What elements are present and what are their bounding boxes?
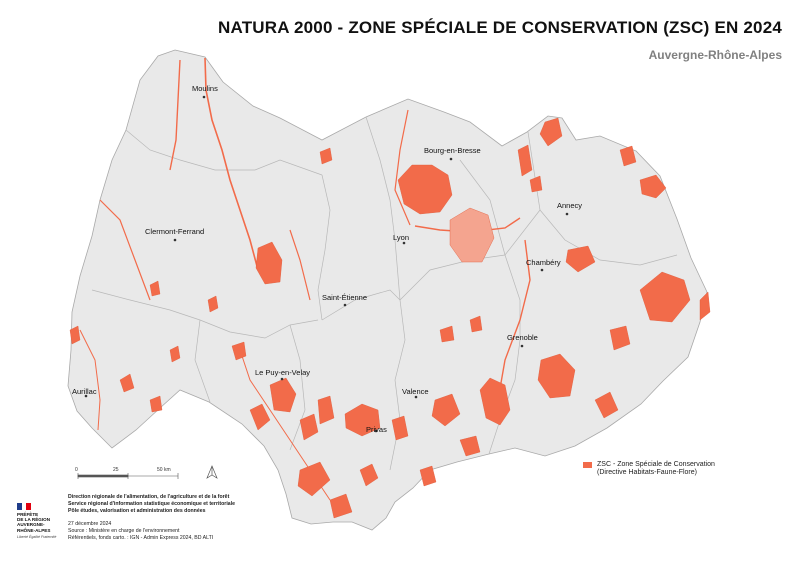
legend-label-line1: ZSC - Zone Spéciale de Conservation	[597, 461, 715, 468]
credits-line3: Pôle études, valorisation et administrat…	[68, 508, 206, 515]
city-label-privas: Privas	[366, 425, 387, 434]
credits-refs: Référentiels, fonds carto. : IGN - Admin…	[68, 535, 214, 542]
credits-line1: Direction régionale de l'alimentation, d…	[68, 494, 230, 500]
city-label-valence: Valence	[402, 387, 429, 396]
scale-bar	[77, 473, 179, 479]
city-label-clermont-ferrand: Clermont-Ferrand	[145, 227, 204, 236]
scale-tick-50: 50 km	[157, 467, 171, 473]
credits-date: 27 décembre 2024	[68, 520, 112, 527]
legend: ZSC - Zone Spéciale de Conservation (Dir…	[583, 461, 715, 477]
city-labels: Moulins Bourg-en-Bresse Annecy Clermont-…	[72, 84, 582, 434]
north-arrow-icon	[206, 465, 218, 479]
city-label-chambery: Chambéry	[526, 258, 561, 267]
logo-motto: Liberté Égalité Fraternité	[17, 534, 57, 539]
city-label-le-puy-en-velay: Le Puy-en-Velay	[255, 368, 310, 377]
city-label-annecy: Annecy	[557, 201, 582, 210]
map-title: NATURA 2000 - ZONE SPÉCIALE DE CONSERVAT…	[218, 18, 782, 37]
zsc-areas	[69, 57, 711, 519]
logo-line4: RHÔNE-ALPES	[17, 527, 51, 533]
scale-tick-25: 25	[113, 467, 119, 473]
credits: Direction régionale de l'alimentation, d…	[68, 494, 235, 542]
credits-source: Source : Ministère en charge de l'enviro…	[68, 527, 180, 534]
city-label-moulins: Moulins	[192, 84, 218, 93]
map-subtitle: Auvergne-Rhône-Alpes	[648, 48, 782, 62]
city-markers	[84, 95, 569, 433]
logo-line1: PRÉFÈTE	[17, 512, 39, 517]
logo-line2: DE LA RÉGION	[17, 517, 51, 523]
logo-line3: AUVERGNE-	[17, 522, 45, 528]
city-label-lyon: Lyon	[393, 233, 409, 242]
scale-labels: 0 25 50 km	[75, 467, 180, 475]
region-outline	[67, 49, 708, 531]
prefecture-logo: PRÉFÈTE DE LA RÉGION AUVERGNE- RHÔNE-ALP…	[17, 503, 57, 539]
city-label-aurillac: Aurillac	[72, 387, 97, 396]
legend-zsc-swatch	[583, 462, 592, 468]
scale-tick-0: 0	[75, 467, 78, 473]
legend-label-line2: (Directive Habitats-Faune-Flore)	[597, 469, 697, 476]
french-flag-icon	[17, 503, 32, 510]
city-label-grenoble: Grenoble	[507, 333, 538, 342]
credits-line2: Service régional d'information statistiq…	[68, 501, 235, 508]
city-label-saint-etienne: Saint-Étienne	[322, 293, 367, 302]
city-label-bourg-en-bresse: Bourg-en-Bresse	[424, 146, 481, 155]
